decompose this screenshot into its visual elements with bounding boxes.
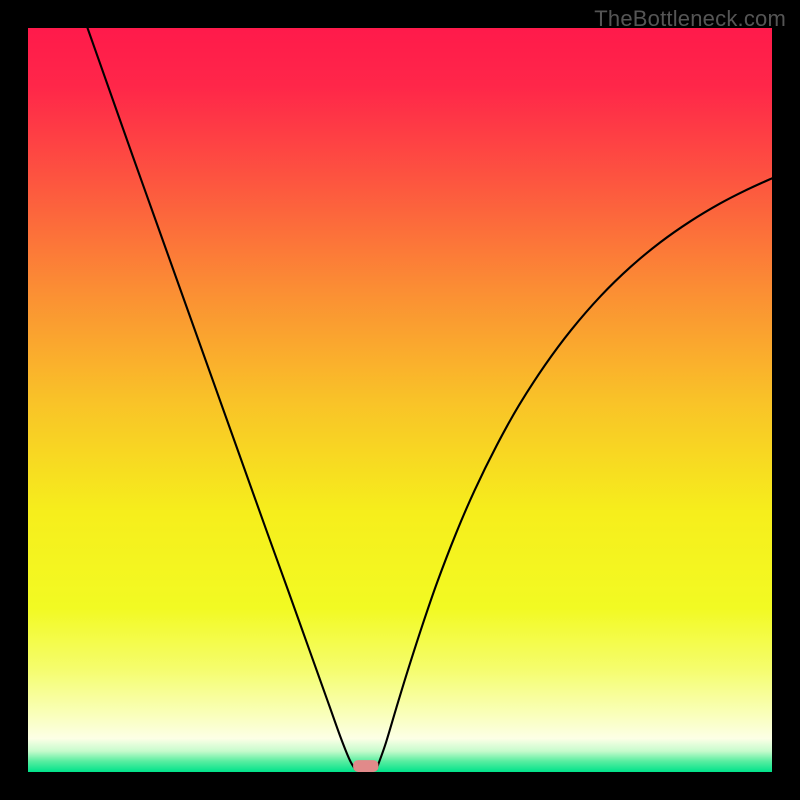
optimal-marker: [353, 760, 378, 772]
bottleneck-chart: [0, 0, 800, 800]
watermark-text: TheBottleneck.com: [594, 6, 786, 32]
chart-frame: TheBottleneck.com: [0, 0, 800, 800]
